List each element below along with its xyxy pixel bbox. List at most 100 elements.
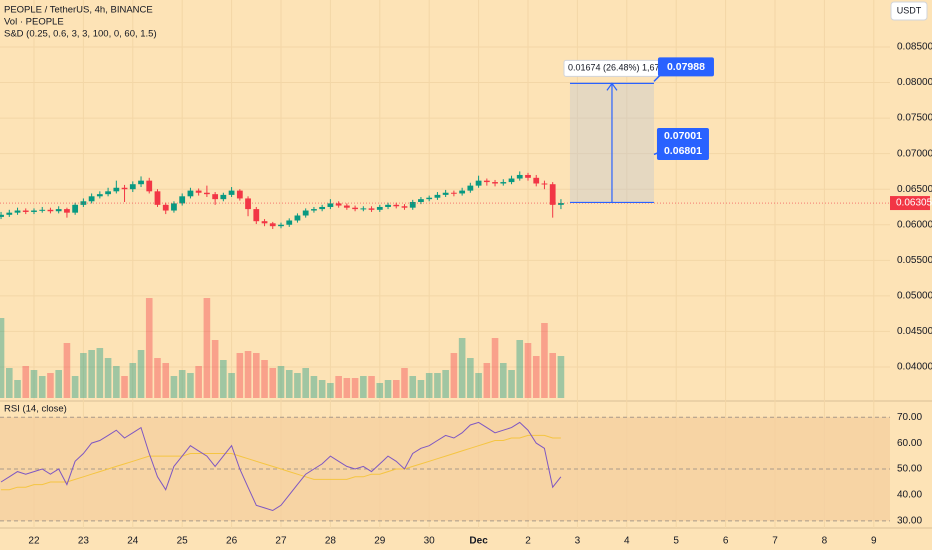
x-tick-label: 27 (275, 536, 287, 547)
candle-body (261, 221, 268, 224)
volume-bar (14, 380, 21, 398)
volume-bar (516, 340, 524, 398)
measure-arrowhead (606, 82, 618, 91)
volume-bar (524, 343, 532, 398)
volume-bar (384, 380, 392, 398)
candle-body (335, 203, 342, 206)
volume-bar (491, 338, 499, 398)
y-tick-label: 0.06000 (897, 219, 932, 230)
candle-body (508, 178, 515, 183)
x-tick-label: 4 (624, 536, 630, 547)
volume-bar (162, 363, 170, 398)
volume-bar (244, 351, 252, 398)
candle-body (162, 204, 169, 211)
candle-body (475, 180, 482, 186)
volume-bar (5, 368, 13, 398)
x-tick-label: 6 (723, 536, 729, 547)
rsi-title: RSI (14, close) (4, 404, 67, 415)
x-tick-label: 7 (772, 536, 778, 547)
target-tag (657, 57, 714, 77)
x-tick-label: 26 (226, 536, 238, 547)
volume-bar (541, 323, 548, 398)
volume-bar (104, 358, 112, 398)
volume-bar (401, 368, 408, 398)
volume-bar (129, 363, 137, 398)
indicator-label: Vol · PEOPLE (4, 17, 64, 28)
volume-bar (47, 373, 54, 398)
candle-body (47, 209, 54, 212)
candle-body (22, 210, 29, 212)
candle-body (541, 183, 548, 185)
candle-body (14, 210, 21, 213)
volume-bar (434, 373, 441, 398)
y-tick-label: 0.04500 (897, 326, 932, 337)
candle-body (393, 204, 400, 207)
volume-bar (376, 383, 384, 398)
volume-bar (417, 380, 425, 398)
volume-bar (467, 358, 474, 398)
volume-bar (475, 373, 482, 398)
candle-body (39, 209, 46, 211)
x-tick-label: 3 (575, 536, 581, 547)
volume-bar (0, 318, 5, 398)
volume-bar (425, 373, 433, 398)
y-tick-label: 0.05500 (897, 255, 932, 266)
x-tick-label: 2 (525, 536, 531, 547)
x-tick-label: 30 (424, 536, 436, 547)
volume-bar (409, 376, 417, 398)
volume-bar (351, 378, 359, 398)
volume-bar (252, 353, 260, 398)
rsi-tick-label: 70.00 (897, 412, 922, 423)
volume-bar (55, 370, 62, 398)
y-tick-label: 0.06500 (897, 184, 932, 195)
candle-body (434, 194, 441, 198)
y-tick-label: 0.07000 (897, 148, 932, 159)
volume-bar (343, 378, 351, 398)
volume-bar (302, 368, 309, 398)
volume-bar (261, 360, 268, 398)
volume-bar (195, 366, 202, 398)
candle-body (459, 190, 466, 194)
x-tick-label: 9 (871, 536, 877, 547)
candle-body (451, 192, 457, 194)
candle-body (442, 192, 449, 195)
volume-bar (228, 373, 235, 398)
volume-bar (80, 353, 87, 398)
volume-bar (335, 376, 342, 398)
volume-bar (220, 360, 227, 398)
currency-label[interactable]: USDT (897, 5, 922, 15)
candle-body (55, 209, 62, 212)
volume-bar (113, 366, 120, 398)
volume-bar (368, 376, 375, 398)
candle-body (179, 196, 186, 204)
candle-body (294, 215, 301, 221)
candle-body (327, 203, 334, 207)
candle-body (549, 184, 556, 205)
volume-bar (96, 348, 104, 398)
candle-body (286, 220, 293, 225)
volume-bar (285, 370, 293, 398)
candle-body (88, 196, 95, 202)
candle-body (426, 197, 433, 200)
candle-body (195, 190, 202, 193)
volume-bar (145, 298, 153, 398)
currency-button[interactable] (890, 1, 928, 21)
volume-bar (88, 350, 95, 398)
x-tick-label: 24 (127, 536, 139, 547)
volume-bar (549, 353, 556, 398)
rsi-ma-line (1, 434, 561, 491)
x-tick-label: 8 (822, 536, 828, 547)
rsi-tick-label: 60.00 (897, 438, 922, 449)
volume-bar (236, 353, 244, 398)
y-tick-label: 0.08500 (897, 42, 932, 53)
candle-body (80, 201, 87, 205)
candle-body (516, 174, 523, 179)
volume-bar (187, 373, 194, 398)
candle-body (500, 182, 507, 184)
rsi-tick-label: 50.00 (897, 464, 922, 475)
candle-body (129, 184, 136, 190)
candle-body (0, 214, 4, 217)
rsi-tick-label: 40.00 (897, 490, 922, 501)
candle-body (154, 191, 161, 205)
